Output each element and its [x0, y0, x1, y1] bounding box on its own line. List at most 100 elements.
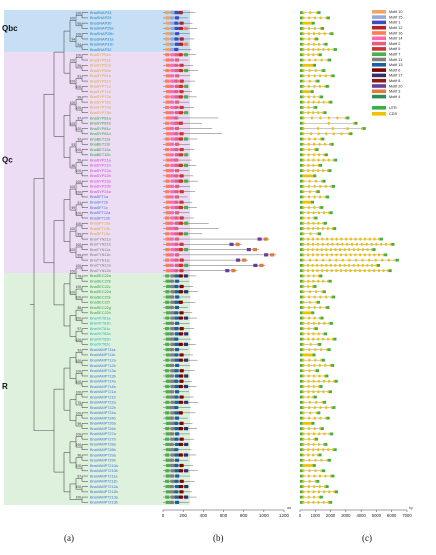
cds-box: [302, 69, 305, 72]
utr-box: [326, 306, 330, 309]
cds-box: [302, 432, 305, 436]
bootstrap-value: 100: [76, 211, 82, 215]
cds-box: [350, 242, 354, 246]
cds-box: [349, 237, 352, 241]
motif-box: [169, 16, 174, 20]
motif-legend-swatch: [372, 10, 386, 14]
motif-box: [169, 84, 174, 88]
motif-box: [165, 342, 170, 346]
bootstrap-value: 95: [77, 64, 81, 68]
cds-box: [344, 269, 347, 273]
motif-box: [165, 490, 171, 494]
cds-box: [317, 279, 320, 283]
motif-box: [169, 263, 174, 267]
cds-box: [312, 32, 316, 36]
utr-box: [326, 416, 330, 420]
cds-box: [312, 321, 315, 325]
motif-box: [174, 332, 179, 336]
utr-box: [395, 258, 399, 262]
cds-box: [307, 337, 310, 341]
cds-box: [307, 416, 311, 420]
motif-box: [174, 263, 179, 267]
motif-box: [174, 416, 180, 420]
cds-box: [307, 427, 311, 431]
cds-box: [307, 279, 310, 283]
motif-box: [170, 137, 175, 141]
gene-structure-panel: [300, 11, 399, 504]
motif-box: [170, 326, 175, 331]
cds-box: [317, 448, 320, 452]
cds-box: [302, 379, 305, 383]
cds-box: [361, 263, 364, 267]
cds-box: [307, 106, 310, 109]
utr-box: [300, 63, 303, 67]
cds-box: [327, 379, 331, 383]
motif-box: [178, 495, 183, 499]
cds-box: [308, 148, 311, 151]
axis-b-tick-label: 600: [220, 513, 228, 518]
cds-box: [345, 237, 348, 241]
group-label-r: R: [2, 382, 8, 391]
cds-box: [340, 253, 343, 257]
cds-box: [372, 269, 376, 273]
motif-box: [184, 179, 189, 183]
bootstrap-value: 100: [76, 243, 82, 247]
gene-label: BnaSFT13c: [90, 232, 110, 236]
cds-box: [313, 406, 316, 409]
motif-box: [170, 400, 175, 404]
cds-box: [387, 258, 390, 262]
motif-box: [174, 390, 180, 394]
motif-box: [183, 205, 189, 210]
cds-box: [357, 263, 360, 267]
motif-box: [174, 147, 179, 152]
utr-box: [321, 27, 325, 30]
cds-box: [313, 306, 316, 309]
motif-box: [165, 253, 170, 257]
utr-box: [300, 137, 303, 141]
utr-box: [330, 32, 334, 36]
utr-box: [317, 411, 321, 415]
cds-box: [307, 185, 311, 188]
motif-box: [183, 453, 189, 457]
motif-legend-swatch: [372, 84, 386, 88]
gene-label: BnaSYP24a: [90, 190, 112, 194]
utr-box: [300, 158, 303, 162]
cds-box: [302, 74, 305, 78]
motif-legend-label: Motif 2: [389, 42, 400, 46]
motif-box: [165, 353, 171, 357]
motif-box: [179, 421, 184, 425]
motif-box: [174, 411, 179, 415]
motif-box: [169, 111, 174, 115]
motif-box: [174, 290, 179, 294]
utr-box: [300, 142, 303, 146]
cds-box: [313, 416, 316, 420]
utr-box: [300, 469, 303, 473]
gene-label: BnaSEC22a: [90, 274, 112, 278]
motif-box: [178, 384, 183, 389]
motif-box: [184, 153, 189, 157]
cds-box: [302, 127, 305, 130]
motif-box: [169, 390, 174, 394]
cds-box: [319, 416, 322, 420]
motif-box: [179, 147, 184, 152]
motif-box: [179, 132, 184, 136]
cds-box: [308, 58, 311, 62]
cds-box: [302, 158, 305, 162]
cds-box: [302, 232, 305, 236]
motif-box: [169, 448, 175, 452]
bootstrap-value: 100: [70, 17, 76, 21]
motif-box: [174, 205, 179, 210]
gene-label: BnaSYP71b: [90, 90, 111, 94]
cds-box: [330, 237, 333, 241]
cds-box: [313, 206, 316, 209]
motif-box: [169, 142, 175, 146]
cds-box: [302, 437, 305, 441]
cds-box: [307, 42, 310, 46]
motif-box: [170, 205, 175, 210]
utr-box: [300, 427, 303, 431]
cds-box: [302, 427, 305, 431]
motif-box: [165, 169, 170, 173]
motif-box: [170, 90, 175, 94]
motif-box: [174, 116, 179, 120]
cds-box: [302, 443, 305, 446]
